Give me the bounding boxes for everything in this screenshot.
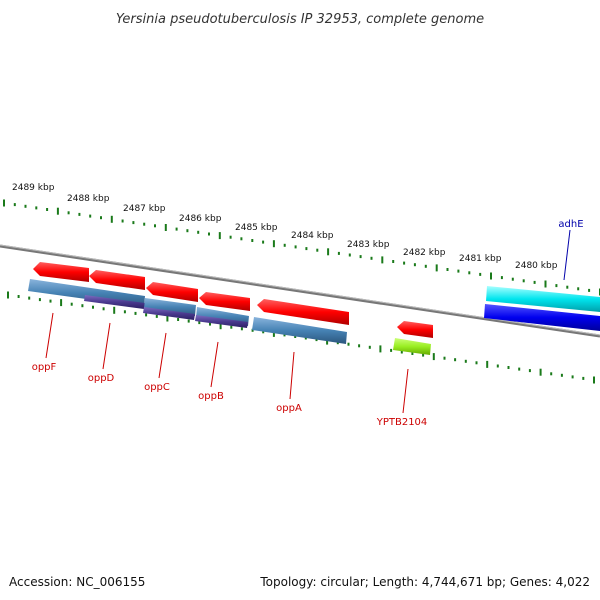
map-title: Yersinia pseudotuberculosis IP 32953, co…	[116, 12, 484, 27]
gene-feature-oppD[interactable]	[89, 270, 145, 290]
leader-oppB	[210, 341, 219, 388]
gene-feature-oppB[interactable]	[199, 292, 250, 311]
gene-feature-YPTB2104[interactable]	[397, 321, 433, 338]
gene-feature-oppA[interactable]	[257, 299, 349, 325]
leader-oppF	[45, 312, 54, 359]
ruler-label-2489: 2489 kbp	[12, 183, 55, 193]
gene-label-oppB[interactable]: oppB	[198, 391, 224, 402]
gene-feature-oppC[interactable]	[146, 282, 198, 302]
gene-feature-oppF[interactable]	[33, 262, 89, 282]
track-block-lime-1	[393, 338, 431, 355]
ruler-label-2485: 2485 kbp	[235, 223, 278, 233]
leader-oppC	[158, 332, 167, 379]
genome-backbone	[0, 244, 600, 338]
genome-backbone-highlight	[0, 244, 600, 336]
track-block-purple-1	[84, 295, 145, 309]
ruler-label-2480: 2480 kbp	[515, 261, 558, 271]
feature-track-forward	[484, 286, 600, 331]
genome-summary-text: Topology: circular; Length: 4,744,671 bp…	[259, 575, 590, 589]
gene-label-oppC[interactable]: oppC	[144, 382, 170, 393]
leader-oppA	[289, 351, 295, 400]
ruler-label-2487: 2487 kbp	[123, 204, 166, 214]
ruler-label-2488: 2488 kbp	[67, 194, 110, 204]
feature-track-reverse	[33, 262, 433, 338]
leader-adhE	[563, 229, 571, 281]
leader-YPTB2104	[402, 368, 409, 414]
ruler-label-2481: 2481 kbp	[459, 254, 502, 264]
label-leaders	[45, 229, 571, 414]
gene-label-YPTB2104[interactable]: YPTB2104	[376, 417, 428, 428]
track-block-blue-1	[484, 304, 600, 331]
outer-tick-marks	[3, 199, 600, 296]
gene-label-oppD[interactable]: oppD	[88, 373, 115, 384]
gene-labels: oppF oppD oppC oppB oppA YPTB2104 adhE	[32, 219, 584, 428]
gene-label-oppF[interactable]: oppF	[32, 362, 57, 373]
track-block-steel-4	[252, 317, 347, 344]
track-block-steel-2	[144, 298, 196, 316]
ruler-label-2484: 2484 kbp	[291, 231, 334, 241]
leader-oppD	[102, 322, 111, 370]
feature-track-secondary	[28, 279, 431, 355]
ruler-label-2483: 2483 kbp	[347, 240, 390, 250]
ruler-label-2482: 2482 kbp	[403, 248, 446, 258]
accession-text: Accession: NC_006155	[9, 575, 145, 589]
ruler-label-2486: 2486 kbp	[179, 214, 222, 224]
ruler-labels: 2489 kbp 2488 kbp 2487 kbp 2486 kbp 2485…	[12, 183, 558, 271]
gene-label-adhE[interactable]: adhE	[558, 219, 583, 230]
gene-feature-adhE[interactable]	[486, 286, 600, 312]
gene-label-oppA[interactable]: oppA	[276, 403, 302, 414]
track-block-purple-3	[195, 315, 248, 328]
track-block-purple-2	[143, 307, 195, 320]
